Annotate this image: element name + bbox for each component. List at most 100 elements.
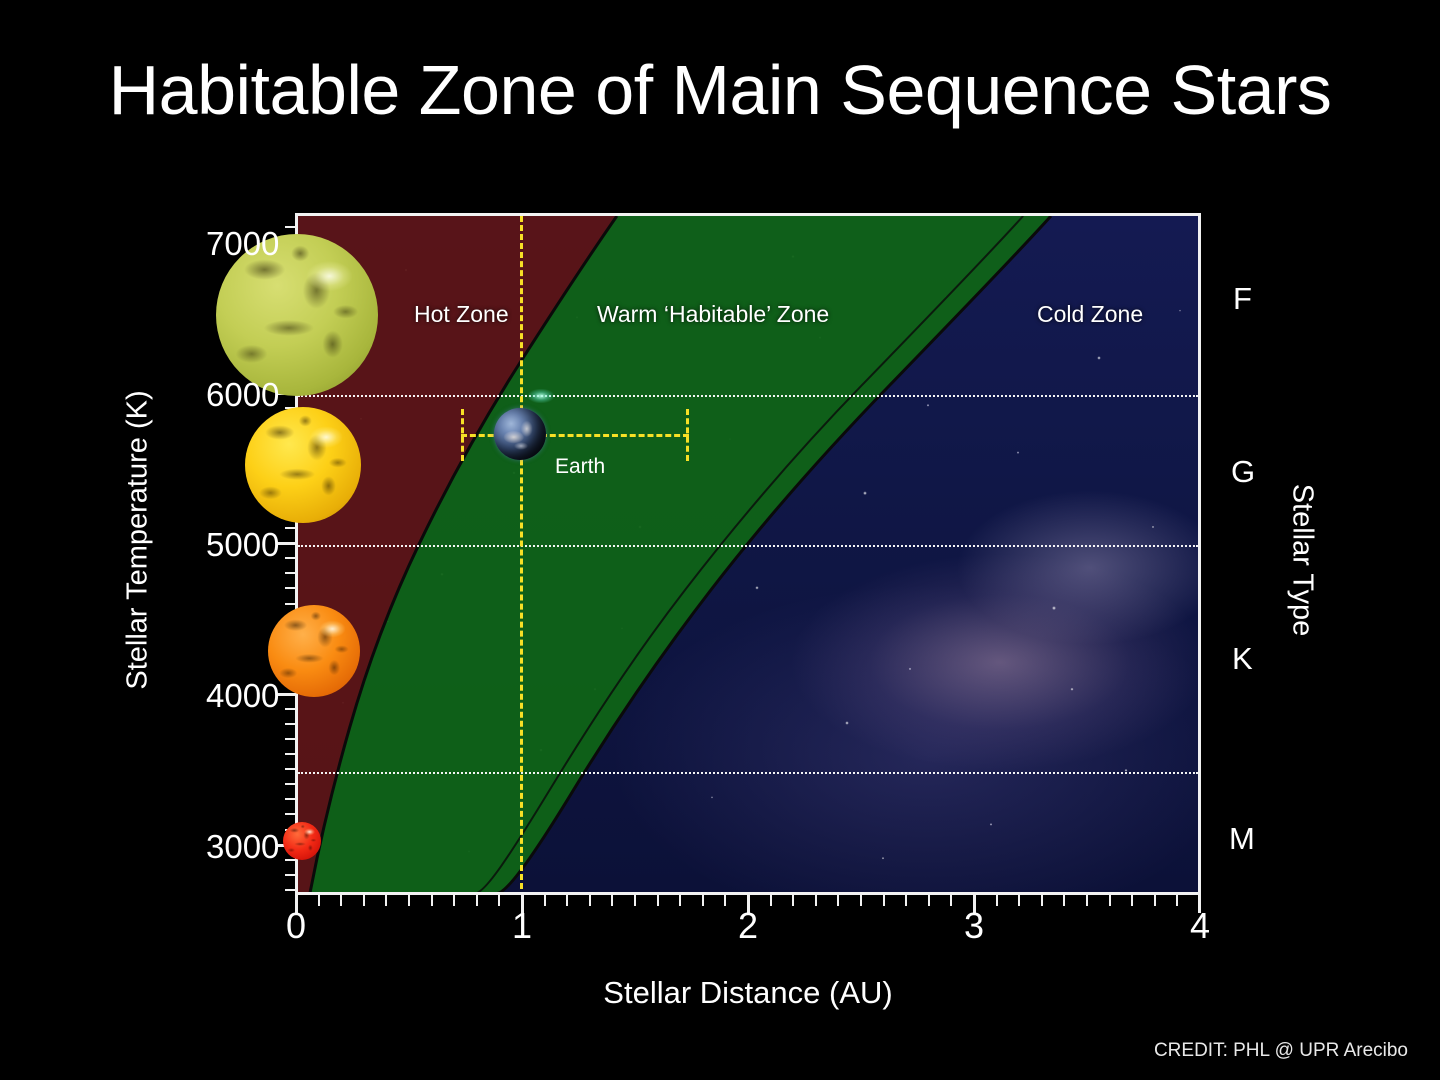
y-tick-minor xyxy=(285,738,295,740)
x-tick-minor xyxy=(385,895,387,906)
x-tick-minor xyxy=(883,895,885,906)
hot-zone-band xyxy=(298,216,617,892)
x-tick-minor xyxy=(363,895,365,906)
x-tick-minor xyxy=(724,895,726,906)
habitable-zone-bands xyxy=(298,216,1053,892)
x-tick-minor xyxy=(634,895,636,906)
y-tick-minor xyxy=(285,874,295,876)
x-tick-label-4: 4 xyxy=(1189,905,1211,946)
x-tick-minor xyxy=(431,895,433,906)
star-icon-k-type xyxy=(268,605,360,697)
chart-plot-area: Earth Hot Zone Warm ‘Habitable’ Zone Col… xyxy=(295,213,1201,895)
x-tick-minor xyxy=(1154,895,1156,906)
star-icon-f-type xyxy=(216,234,378,396)
y-tick-minor xyxy=(285,753,295,755)
x-tick-minor xyxy=(679,895,681,906)
y-tick-label-3000: 3000 xyxy=(206,828,280,865)
star-highlight xyxy=(216,234,378,396)
x-tick-minor xyxy=(770,895,772,906)
x-tick-minor xyxy=(498,895,500,906)
gridline-6000k xyxy=(298,395,1198,397)
y-tick-major xyxy=(278,693,295,696)
x-tick-minor xyxy=(476,895,478,906)
y-tick-minor xyxy=(285,557,295,559)
earth-landmass xyxy=(494,408,546,460)
earth-label: Earth xyxy=(555,455,606,478)
star-icon-m-type xyxy=(283,822,321,860)
x-tick-minor xyxy=(1176,895,1178,906)
inner-habitable-boundary-line xyxy=(308,216,619,892)
x-tick-minor xyxy=(950,895,952,906)
earth-horizontal-guide xyxy=(461,434,689,437)
x-tick-minor xyxy=(996,895,998,906)
x-tick-minor xyxy=(792,895,794,906)
x-tick-major xyxy=(747,895,750,913)
x-tick-major xyxy=(295,895,298,913)
outer-habitable-boundary-line xyxy=(496,216,1053,892)
x-tick-minor xyxy=(318,895,320,906)
y-tick-minor xyxy=(285,587,295,589)
y-tick-minor xyxy=(285,572,295,574)
page-title: Habitable Zone of Main Sequence Stars xyxy=(108,51,1332,129)
x-axis-title: Stellar Distance (AU) xyxy=(603,975,893,1010)
outer-habitable-inner-edge-line xyxy=(476,216,1024,892)
star-highlight xyxy=(283,822,321,860)
x-tick-minor xyxy=(837,895,839,906)
y-tick-minor xyxy=(285,859,295,861)
stellar-type-label-m: M xyxy=(1229,821,1255,856)
star-icon-g-type xyxy=(245,407,361,523)
y-tick-minor xyxy=(285,768,295,770)
earth-planet-icon xyxy=(494,408,546,460)
y-tick-minor xyxy=(285,708,295,710)
y-tick-label-4000: 4000 xyxy=(206,677,280,714)
earth-vertical-guide xyxy=(520,216,523,892)
y-tick-major xyxy=(278,542,295,545)
star-highlight xyxy=(245,407,361,523)
x-tick-minor xyxy=(340,895,342,906)
x-tick-minor xyxy=(1063,895,1065,906)
y-tick-minor xyxy=(285,783,295,785)
gridline-5000k xyxy=(298,545,1198,547)
x-tick-minor xyxy=(611,895,613,906)
credit-text: CREDIT: PHL @ UPR Arecibo xyxy=(1153,1040,1408,1061)
stellar-type-label-g: G xyxy=(1231,454,1256,489)
right-axis-title: Stellar Type xyxy=(1286,483,1319,637)
y-axis-title: Stellar Temperature (K) xyxy=(121,390,154,690)
gridline-3500k xyxy=(298,772,1198,774)
y-tick-minor xyxy=(285,603,295,605)
x-tick-minor xyxy=(566,895,568,906)
x-tick-minor xyxy=(1018,895,1020,906)
x-tick-minor xyxy=(408,895,410,906)
x-tick-minor xyxy=(905,895,907,906)
x-tick-minor xyxy=(1109,895,1111,906)
x-tick-minor xyxy=(1041,895,1043,906)
x-tick-minor xyxy=(815,895,817,906)
x-tick-minor xyxy=(1131,895,1133,906)
y-tick-minor xyxy=(285,723,295,725)
warm-habitable-zone-band xyxy=(310,216,1051,892)
x-tick-label-2: 2 xyxy=(737,905,759,946)
x-tick-minor xyxy=(928,895,930,906)
x-tick-label-1: 1 xyxy=(511,905,533,946)
x-tick-label-3: 3 xyxy=(963,905,985,946)
stellar-type-label-k: K xyxy=(1232,641,1253,676)
x-tick-minor xyxy=(702,895,704,906)
zone-label-hot: Hot Zone xyxy=(414,301,509,327)
earth-outer-hz-tick xyxy=(686,409,689,461)
x-tick-minor xyxy=(544,895,546,906)
star-highlight xyxy=(268,605,360,697)
y-tick-minor xyxy=(285,813,295,815)
y-tick-minor xyxy=(285,889,295,891)
earth-inner-hz-tick xyxy=(461,409,464,461)
y-tick-minor xyxy=(285,527,295,529)
x-tick-minor xyxy=(860,895,862,906)
x-tick-major xyxy=(521,895,524,913)
y-tick-label-6000: 6000 xyxy=(206,376,280,413)
zone-label-cold: Cold Zone xyxy=(1037,301,1144,327)
y-tick-label-7000: 7000 xyxy=(206,225,280,262)
x-tick-minor xyxy=(657,895,659,906)
x-tick-minor xyxy=(1086,895,1088,906)
y-tick-minor xyxy=(285,226,295,228)
stellar-type-label-f: F xyxy=(1233,281,1252,316)
x-tick-major xyxy=(1198,895,1201,913)
